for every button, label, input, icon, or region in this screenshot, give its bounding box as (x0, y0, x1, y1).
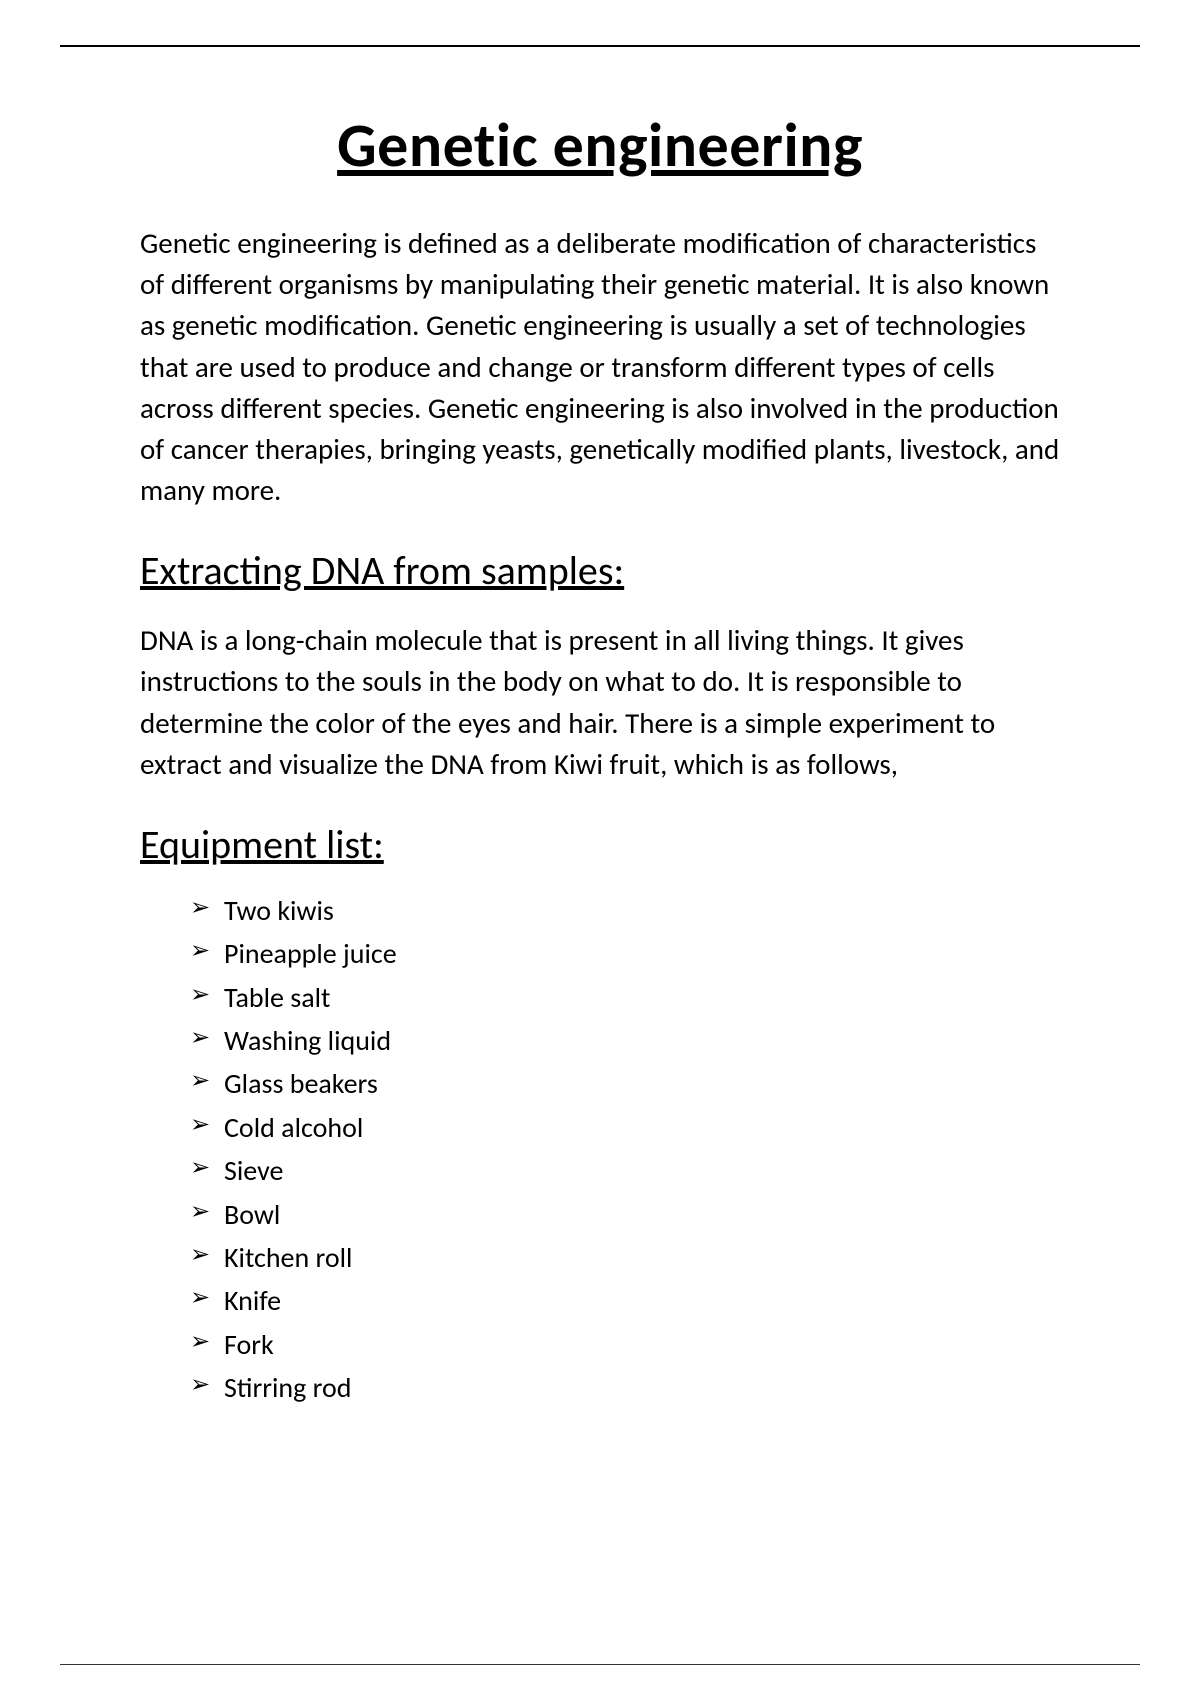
list-item: Knife (190, 1279, 1060, 1322)
list-item: Washing liquid (190, 1019, 1060, 1062)
top-horizontal-rule (60, 45, 1140, 47)
page-title: Genetic engineering (60, 107, 1140, 183)
section-heading-extracting-dna: Extracting DNA from samples: (140, 546, 1060, 595)
list-item: Bowl (190, 1193, 1060, 1236)
list-item: Two kiwis (190, 889, 1060, 932)
list-item: Glass beakers (190, 1062, 1060, 1105)
list-item: Table salt (190, 976, 1060, 1019)
list-item: Stirring rod (190, 1366, 1060, 1409)
list-item: Sieve (190, 1149, 1060, 1192)
dna-paragraph: DNA is a long-chain molecule that is pre… (140, 620, 1060, 785)
list-item: Fork (190, 1323, 1060, 1366)
list-item: Cold alcohol (190, 1106, 1060, 1149)
intro-paragraph: Genetic engineering is defined as a deli… (140, 223, 1060, 511)
bottom-horizontal-rule (60, 1664, 1140, 1665)
list-item: Kitchen roll (190, 1236, 1060, 1279)
section-heading-equipment-list: Equipment list: (140, 820, 1060, 869)
document-page: Genetic engineering Genetic engineering … (0, 0, 1200, 1470)
equipment-list: Two kiwis Pineapple juice Table salt Was… (190, 889, 1060, 1410)
list-item: Pineapple juice (190, 932, 1060, 975)
